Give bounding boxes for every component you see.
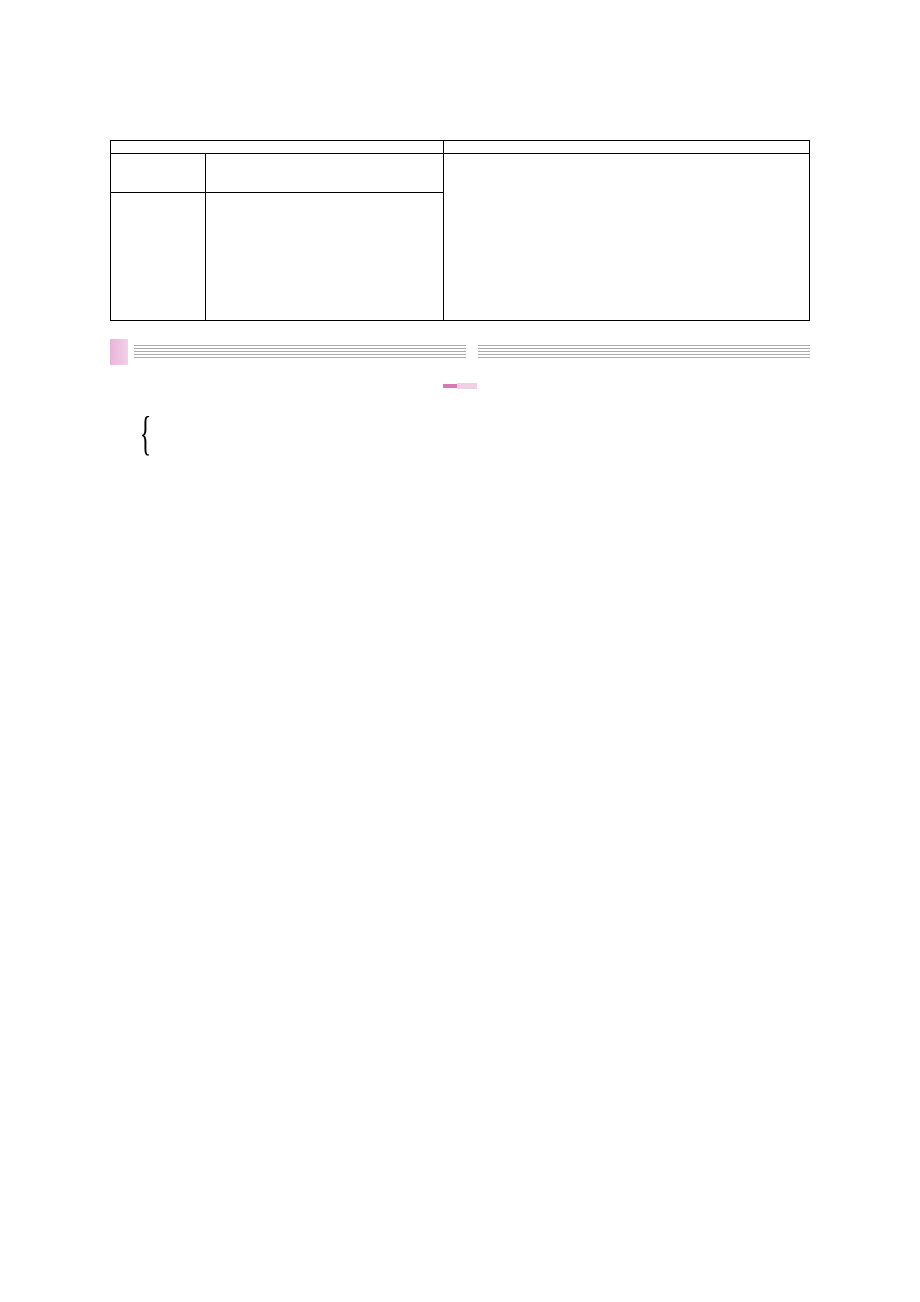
- th-left: [111, 141, 444, 154]
- sub-banner-xin: [443, 384, 457, 388]
- row2-desc: [206, 193, 444, 321]
- th-right: [444, 141, 810, 154]
- banner-left-label: [110, 339, 128, 365]
- row1-desc: [206, 154, 444, 193]
- diagram-cell: [444, 154, 810, 321]
- sub-banner-new: [110, 383, 810, 389]
- row1-label: [111, 154, 206, 193]
- brace-icon: {: [140, 411, 152, 457]
- banner-prerequisite: [110, 339, 810, 365]
- rock2-features: {: [138, 411, 810, 457]
- knowledge-diagram: [477, 162, 777, 312]
- sub-banner-text: [457, 383, 477, 389]
- banner-dotline-2: [478, 345, 810, 359]
- banner-dotline-1: [134, 345, 466, 359]
- standards-table: [110, 140, 810, 321]
- row2-label: [111, 193, 206, 321]
